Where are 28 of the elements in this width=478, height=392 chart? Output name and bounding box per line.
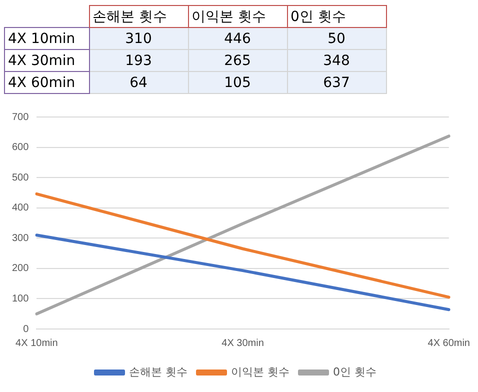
x-tick-label: 0인 횟수 <box>287 6 386 28</box>
y-tick-label: 100 <box>12 293 30 304</box>
y-tick-label: 0 <box>23 324 30 335</box>
y-tick-label: 4X 60min <box>4 72 89 94</box>
y-tick-label: 400 <box>12 202 30 214</box>
data-label: 637 <box>287 72 386 94</box>
x-tick-label: 4X 60min <box>428 338 470 349</box>
data-label: 64 <box>89 72 188 94</box>
y-tick-label: 200 <box>12 263 30 274</box>
data-label: 105 <box>188 72 287 94</box>
data-label: 348 <box>287 50 386 72</box>
legend-label: 0인 횟수 <box>333 365 376 378</box>
x-tick-label: 4X 30min <box>222 338 264 349</box>
x-tick-label: 손해본 횟수 <box>89 6 188 28</box>
data-label: 446 <box>188 28 287 50</box>
y-tick-label: 300 <box>12 232 30 244</box>
y-tick-label: 4X 30min <box>4 50 89 72</box>
y-tick-label: 4X 10min <box>4 28 89 50</box>
y-tick-label: 500 <box>12 172 30 184</box>
data-label: 50 <box>287 28 386 50</box>
y-tick-label: 600 <box>12 142 30 154</box>
y-tick-label: 700 <box>12 112 30 123</box>
data-label: 193 <box>89 50 188 72</box>
x-tick-label: 이익본 횟수 <box>188 6 287 28</box>
legend-label: 이익본 횟수 <box>231 365 290 378</box>
data-label: 265 <box>188 50 287 72</box>
data-label: 310 <box>89 28 188 50</box>
legend-label: 손해본 횟수 <box>129 365 188 378</box>
